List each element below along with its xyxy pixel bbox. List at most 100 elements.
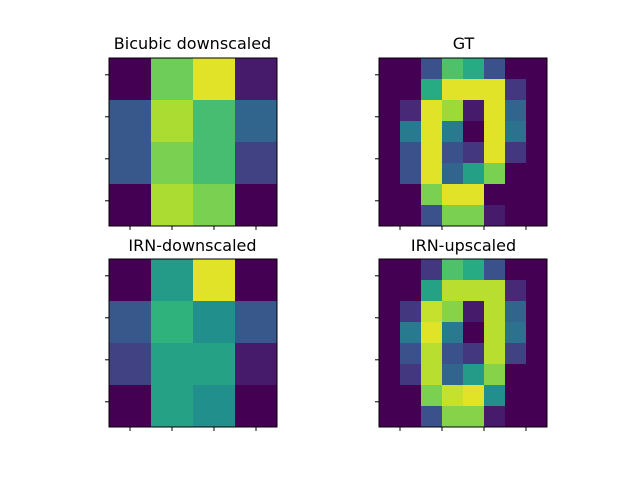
heatmap-cells	[109, 259, 278, 428]
heatmap-cell	[421, 142, 443, 164]
heatmap-cell	[484, 301, 506, 323]
heatmap-cell	[400, 58, 422, 80]
subplot-title: GT	[453, 34, 475, 53]
heatmap-cell	[400, 79, 422, 101]
heatmap-cell	[235, 142, 278, 185]
heatmap-cell	[505, 205, 527, 227]
axes-frame	[378, 57, 548, 227]
axis-ticks	[375, 275, 527, 431]
heatmap-cell	[421, 364, 443, 386]
heatmap-cell	[421, 301, 443, 323]
heatmap-cell	[400, 280, 422, 302]
heatmap-cell	[400, 100, 422, 122]
heatmap-cell	[442, 406, 464, 428]
heatmap-cell	[421, 163, 443, 185]
heatmap-cell	[109, 301, 152, 344]
heatmap-cell	[379, 343, 401, 365]
heatmap-cell	[526, 385, 548, 407]
heatmap-cells	[379, 58, 548, 227]
heatmap-cell	[421, 79, 443, 101]
heatmap-cell	[484, 58, 506, 80]
heatmap-cell	[151, 301, 194, 344]
heatmap-cell	[526, 121, 548, 143]
heatmap-cell	[400, 259, 422, 281]
heatmap-cell	[484, 142, 506, 164]
heatmap-cell	[421, 385, 443, 407]
heatmap-cell	[400, 322, 422, 344]
heatmap-cell	[463, 259, 485, 281]
heatmap-cell	[421, 406, 443, 428]
heatmap-cell	[193, 343, 236, 386]
heatmap-cell	[505, 301, 527, 323]
heatmap-cell	[193, 58, 236, 101]
heatmap-cell	[109, 58, 152, 101]
heatmap-cell	[442, 142, 464, 164]
heatmap-cell	[151, 142, 194, 185]
heatmap-cells	[109, 58, 278, 227]
axes-frame	[378, 258, 548, 428]
heatmap-cell	[505, 163, 527, 185]
axis-ticks	[105, 275, 257, 431]
heatmap-cell	[421, 280, 443, 302]
heatmap-cell	[505, 280, 527, 302]
heatmap-cell	[442, 58, 464, 80]
heatmap-cell	[484, 322, 506, 344]
heatmap-cell	[109, 100, 152, 143]
heatmap-cell	[505, 184, 527, 206]
axes-frame	[108, 258, 278, 428]
heatmap-cell	[379, 322, 401, 344]
heatmap-cell	[463, 142, 485, 164]
heatmap-cell	[463, 406, 485, 428]
heatmap-cell	[463, 322, 485, 344]
heatmap-cell	[463, 121, 485, 143]
heatmap-cell	[526, 205, 548, 227]
heatmap-cell	[505, 79, 527, 101]
heatmap-cell	[109, 259, 152, 302]
heatmap-cell	[379, 58, 401, 80]
heatmap-cell	[379, 142, 401, 164]
subplot-title: IRN-downscaled	[128, 236, 256, 255]
heatmap-cell	[463, 301, 485, 323]
heatmap-cell	[379, 385, 401, 407]
heatmap-cell	[442, 322, 464, 344]
heatmap-cell	[379, 301, 401, 323]
heatmap-cell	[400, 301, 422, 323]
heatmap-cell	[484, 259, 506, 281]
heatmap-cell	[400, 205, 422, 227]
heatmap-cell	[442, 280, 464, 302]
heatmap-cell	[505, 142, 527, 164]
heatmap-cell	[400, 364, 422, 386]
heatmap-cell	[442, 364, 464, 386]
axis-ticks	[375, 74, 527, 230]
heatmap-cell	[379, 364, 401, 386]
heatmap-cell	[442, 163, 464, 185]
heatmap-cell	[484, 121, 506, 143]
subplot-irn-upscaled: IRN-upscaled	[375, 236, 548, 431]
heatmap-cell	[193, 301, 236, 344]
heatmap-cell	[379, 79, 401, 101]
axes-frame	[108, 57, 278, 227]
heatmap-cell	[526, 259, 548, 281]
heatmap-cell	[526, 364, 548, 386]
heatmap-cell	[421, 259, 443, 281]
heatmap-cell	[484, 79, 506, 101]
heatmap-cell	[526, 322, 548, 344]
heatmap-cell	[379, 121, 401, 143]
heatmap-cell	[484, 343, 506, 365]
heatmap-cell	[484, 184, 506, 206]
heatmap-cell	[505, 100, 527, 122]
heatmap-cell	[526, 184, 548, 206]
heatmap-cell	[400, 142, 422, 164]
heatmap-cell	[442, 205, 464, 227]
heatmap-cell	[526, 142, 548, 164]
heatmap-cell	[379, 205, 401, 227]
heatmap-cell	[442, 301, 464, 323]
axis-ticks	[105, 74, 257, 230]
heatmap-cell	[379, 163, 401, 185]
heatmap-cell	[235, 184, 278, 227]
heatmap-cell	[442, 79, 464, 101]
heatmap-cell	[463, 385, 485, 407]
heatmap-cell	[109, 343, 152, 386]
heatmap-cell	[193, 184, 236, 227]
heatmap-cell	[484, 364, 506, 386]
